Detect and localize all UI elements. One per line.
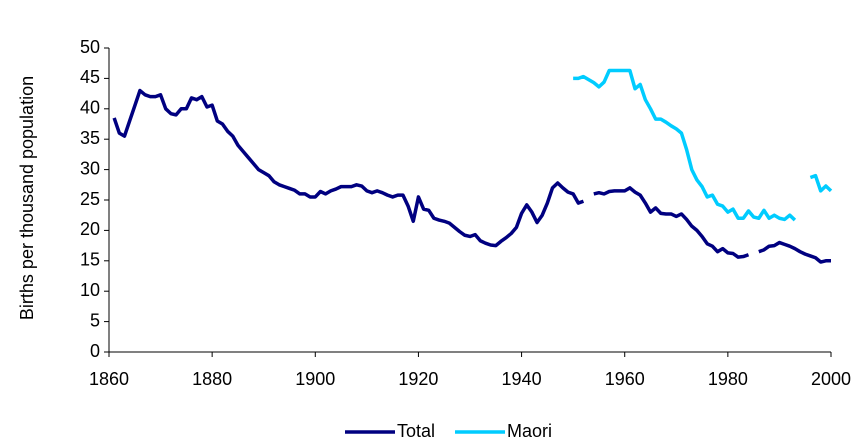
- line: [593, 186, 750, 259]
- line: [573, 68, 797, 222]
- y-tick-label: 50: [80, 37, 100, 57]
- y-tick-label: 20: [80, 219, 100, 239]
- x-tick-label: 1940: [502, 369, 542, 389]
- x-tick-label: 1900: [295, 369, 335, 389]
- line: [809, 173, 833, 193]
- y-tick-label: 15: [80, 250, 100, 270]
- legend-label: Total: [397, 421, 435, 441]
- y-tick-label: 10: [80, 280, 100, 300]
- y-axis-label: Births per thousand population: [17, 76, 37, 320]
- y-tick-label: 30: [80, 158, 100, 178]
- y-tick-label: 5: [90, 310, 100, 330]
- y-tick-label: 35: [80, 128, 100, 148]
- legend-label: Maori: [507, 421, 552, 441]
- y-tick-label: 45: [80, 67, 100, 87]
- line: [758, 240, 831, 264]
- x-tick-label: 1980: [708, 369, 748, 389]
- x-tick-label: 1860: [89, 369, 129, 389]
- x-tick-label: 1920: [398, 369, 438, 389]
- x-tick-label: 1960: [605, 369, 645, 389]
- line: [112, 88, 585, 248]
- y-tick-label: 40: [80, 98, 100, 118]
- x-tick-label: 2000: [811, 369, 851, 389]
- x-tick-label: 1880: [192, 369, 232, 389]
- y-tick-label: 0: [90, 341, 100, 361]
- y-tick-label: 25: [80, 189, 100, 209]
